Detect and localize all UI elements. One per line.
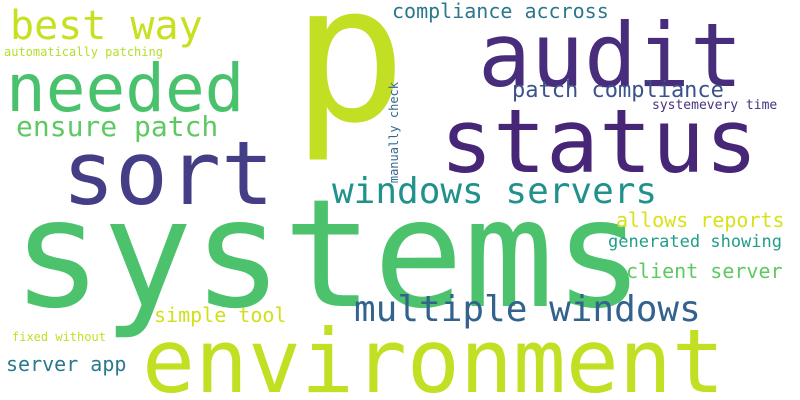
word-systemevery-time: systemevery time	[652, 98, 778, 113]
word-automatically-patching: automatically patching	[4, 45, 163, 59]
word-client-server: client server	[626, 259, 783, 283]
word-manually-check: manually check	[387, 82, 401, 184]
word-allows-reports: allows reports	[616, 208, 785, 232]
word-generated-showing: generated showing	[608, 232, 782, 252]
word-server-app: server app	[6, 352, 127, 376]
word-compliance-accross: compliance accross	[392, 0, 609, 23]
word-patch-compliance: patch compliance	[512, 78, 724, 103]
word-fixed-without: fixed without	[12, 330, 106, 344]
word-p: p	[292, 0, 407, 165]
word-windows-servers: windows servers	[332, 171, 658, 212]
word-multiple-windows: multiple windows	[354, 289, 701, 330]
word-sort: sort	[62, 122, 274, 225]
word-status: status	[440, 90, 758, 193]
word-systems: systems	[12, 168, 645, 342]
word-best-way: best way	[10, 3, 203, 49]
word-simple-tool: simple tool	[154, 303, 287, 327]
word-ensure-patch: ensure patch	[16, 110, 219, 143]
word-environment: environment	[142, 310, 725, 400]
word-audit: audit	[478, 4, 743, 107]
word-needed: needed	[6, 50, 245, 127]
